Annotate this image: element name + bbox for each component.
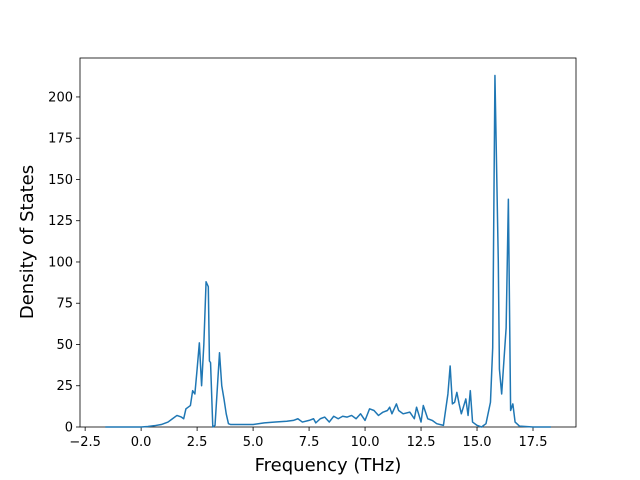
- y-tick-label: 175: [48, 132, 73, 147]
- y-tick-label: 50: [56, 338, 73, 353]
- x-tick-label: 15.0: [463, 435, 492, 450]
- y-tick-label: 100: [48, 255, 73, 270]
- y-axis-label: Density of States: [17, 165, 38, 319]
- x-axis-label: Frequency (THz): [255, 455, 402, 476]
- x-tick-label: 2.5: [187, 435, 208, 450]
- x-tick-label: 10.0: [351, 435, 380, 450]
- y-tick-label: 150: [48, 173, 73, 188]
- x-tick-label: 5.0: [243, 435, 264, 450]
- x-tick-label: 7.5: [299, 435, 320, 450]
- y-tick-label: 25: [56, 379, 73, 394]
- x-tick-label: −2.5: [69, 435, 101, 450]
- dos-line: [105, 74, 551, 428]
- y-tick-label: 75: [56, 297, 73, 312]
- y-tick-label: 200: [48, 90, 73, 105]
- plot-frame: [79, 57, 577, 428]
- y-tick-label: 0: [65, 421, 73, 436]
- x-tick-label: 12.5: [407, 435, 436, 450]
- x-tick-label: 17.5: [519, 435, 548, 450]
- y-tick-label: 125: [48, 214, 73, 229]
- x-tick-label: 0.0: [131, 435, 152, 450]
